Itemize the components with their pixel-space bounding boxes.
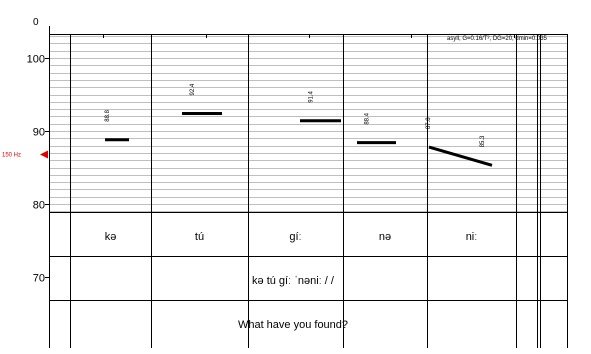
y-tick-label: 80: [33, 200, 45, 212]
pitch-value-label: 92.4: [190, 83, 196, 95]
gridlines: [49, 36, 567, 212]
y-tick-label: 70: [33, 273, 45, 285]
pitch-stylization: 88.8 92.4 91.4 88.4 87.8 85.3: [105, 83, 493, 167]
analysis-parameters-annotation: asyll, G=0.16/T², DG=20, dmin=0.035: [447, 36, 548, 42]
syllable-label: kə: [105, 231, 117, 243]
translation-tier-text: What have you found?: [238, 319, 348, 331]
phrase-tier-text: kə tú gíː ˈnəniː / /: [252, 275, 335, 287]
reference-frequency-label: 150 Hz: [2, 153, 21, 159]
pitch-value-label: 88.8: [105, 109, 111, 121]
pitch-value-label: 88.4: [365, 112, 371, 124]
syllable-label: nə: [379, 231, 391, 243]
syllable-label: gíː: [289, 231, 301, 243]
pitch-segment: [428, 145, 493, 167]
reference-arrow-icon: [40, 150, 48, 159]
syllable-boundaries: [70, 34, 541, 348]
pitch-value-label: 85.3: [480, 135, 486, 147]
y-axis-ticks: 100 90 80 70 150 Hz: [2, 54, 49, 285]
y-tick-label: 90: [33, 127, 45, 139]
y-tick-label: 100: [27, 54, 45, 66]
plot-frame: [49, 26, 568, 348]
top-axis-zero-label: 0: [33, 17, 39, 28]
pitch-value-label: 91.4: [309, 90, 315, 102]
annotation-tiers: kə tú gíː nə niː kə tú gíː ˈnəniː / / What hav…: [105, 231, 478, 331]
syllable-label: tú: [195, 231, 204, 243]
pitch-value-label: 87.8: [426, 117, 432, 129]
syllable-label: niː: [466, 231, 478, 243]
